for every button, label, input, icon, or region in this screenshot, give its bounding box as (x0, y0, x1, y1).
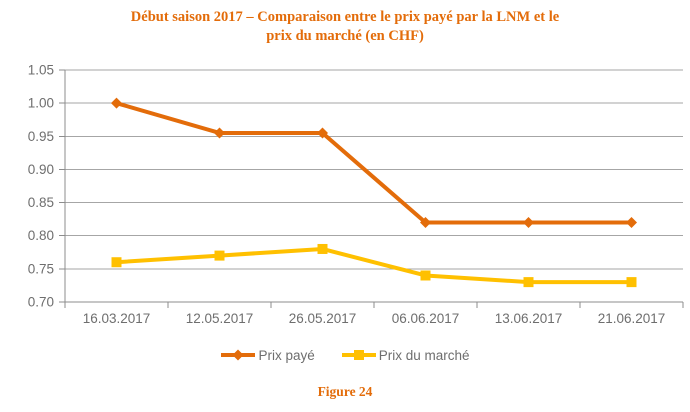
x-tick-label: 13.06.2017 (495, 311, 563, 326)
y-tick-label: 1.00 (28, 96, 54, 111)
line-square-marker-icon (341, 350, 376, 360)
legend-item-prix-paye: Prix payé (220, 347, 315, 363)
marker-prix-du-marche (317, 243, 328, 254)
line-diamond-marker-icon (221, 349, 256, 361)
marker-prix-paye (626, 216, 637, 228)
series-line-prix-du-marche (114, 246, 634, 285)
x-tick-label: 06.06.2017 (392, 311, 460, 326)
series-line-prix-paye (114, 101, 634, 225)
marker-prix-du-marche (523, 277, 534, 288)
legend-item-prix-du-marche: Prix du marché (341, 348, 470, 363)
marker-prix-paye (111, 97, 122, 109)
marker-prix-du-marche (420, 270, 431, 281)
chart-title: Début saison 2017 – Comparaison entre le… (45, 8, 645, 45)
y-tick-label: 1.05 (28, 63, 54, 78)
y-tick-label: 0.95 (28, 129, 54, 144)
x-tick-label: 21.06.2017 (598, 311, 666, 326)
chart-legend: Prix payé Prix du marché (0, 344, 690, 366)
marker-prix-paye (317, 127, 328, 139)
figure-caption: Figure 24 (317, 384, 373, 399)
y-tick-label: 0.80 (28, 228, 54, 243)
y-tick-label: 0.70 (28, 295, 54, 310)
x-tick-label: 26.05.2017 (289, 311, 357, 326)
marker-prix-du-marche (111, 257, 122, 268)
marker-prix-paye (214, 127, 225, 139)
y-tick-label: 0.75 (28, 261, 54, 276)
x-tick-label: 12.05.2017 (186, 311, 254, 326)
marker-prix-du-marche (626, 277, 637, 288)
y-tick-label: 0.90 (28, 162, 54, 177)
marker-prix-paye (420, 216, 431, 228)
chart-title-line-2: prix du marché (en CHF) (266, 27, 424, 44)
legend-label-prix-paye: Prix payé (258, 347, 315, 363)
x-tick-label: 16.03.2017 (83, 311, 151, 326)
chart-title-line-1: Début saison 2017 – Comparaison entre le… (130, 9, 560, 25)
marker-prix-paye (523, 216, 534, 228)
legend-label-prix-du-marche: Prix du marché (378, 347, 470, 363)
marker-prix-du-marche (214, 250, 225, 261)
y-tick-label: 0.85 (28, 195, 54, 210)
